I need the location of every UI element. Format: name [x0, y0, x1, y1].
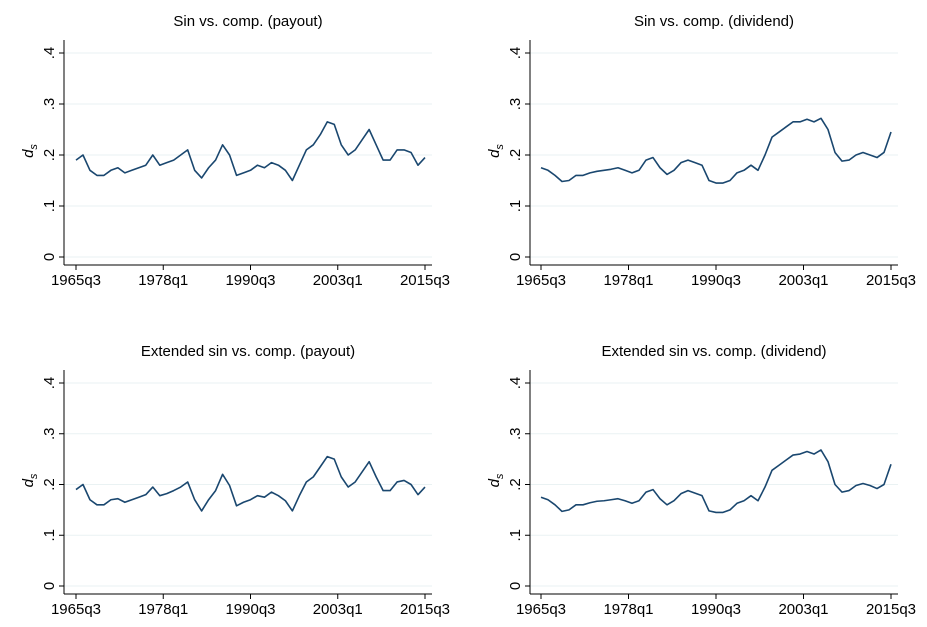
x-tick-label: 1978q1	[603, 272, 653, 289]
y-axis-label-base: d	[486, 149, 503, 158]
y-axis-label-sub: s	[494, 144, 506, 150]
panel-title: Sin vs. comp. (dividend)	[634, 13, 794, 30]
y-axis-label-base: d	[20, 478, 37, 487]
y-tick-label: .2	[41, 149, 58, 162]
series-line	[75, 121, 426, 182]
x-tick-label: 1990q3	[225, 601, 275, 618]
x-tick-label: 1965q3	[516, 601, 566, 618]
y-axis-label-base: d	[486, 478, 503, 487]
x-tick-label: 1978q1	[603, 601, 653, 618]
x-tick-label: 1978q1	[138, 601, 188, 618]
x-tick-label: 1965q3	[516, 272, 566, 289]
x-tick-label: 2003q1	[778, 272, 828, 289]
panel-title: Extended sin vs. comp. (dividend)	[601, 343, 826, 360]
y-tick-label: .3	[41, 427, 58, 440]
y-tick-label: .1	[41, 529, 58, 542]
panel: Sin vs. comp. (payout) 0 .1 .2 .3 .4 1965q3 197…	[20, 13, 450, 289]
panel-title: Sin vs. comp. (payout)	[173, 13, 322, 30]
y-tick-label: .4	[41, 377, 58, 390]
x-tick-label: 2015q3	[400, 601, 450, 618]
x-tick-label: 1990q3	[225, 272, 275, 289]
y-tick-label: .1	[507, 200, 524, 213]
y-tick-label: .4	[41, 47, 58, 60]
y-axis-label: ds	[486, 144, 506, 158]
y-tick-label: .2	[507, 149, 524, 162]
y-tick-label: .4	[507, 377, 524, 390]
x-tick-label: 1990q3	[691, 601, 741, 618]
x-tick-label: 1965q3	[51, 272, 101, 289]
series-line	[540, 449, 892, 514]
panel: Sin vs. comp. (dividend) 0 .1 .2 .3 .4 1965q3 1…	[486, 13, 916, 289]
y-tick-label: .3	[507, 98, 524, 111]
y-tick-label: 0	[41, 253, 58, 261]
y-tick-label: .1	[507, 529, 524, 542]
x-tick-label: 2015q3	[400, 272, 450, 289]
y-tick-label: 0	[507, 253, 524, 261]
y-tick-label: .1	[41, 200, 58, 213]
y-tick-label: .4	[507, 47, 524, 60]
y-axis-label-sub: s	[28, 473, 40, 479]
x-tick-label: 2003q1	[778, 601, 828, 618]
x-tick-label: 1965q3	[51, 601, 101, 618]
series-line	[75, 455, 426, 512]
y-axis-label-sub: s	[28, 144, 40, 150]
y-tick-label: .3	[41, 98, 58, 111]
y-tick-label: .3	[507, 427, 524, 440]
x-tick-label: 2003q1	[313, 601, 363, 618]
y-axis-label: ds	[20, 144, 40, 158]
x-tick-label: 2015q3	[866, 601, 916, 618]
y-axis-label-base: d	[20, 149, 37, 158]
panel: Extended sin vs. comp. (payout) 0 .1 .2 .3 .4…	[20, 343, 450, 618]
y-axis-label: ds	[20, 473, 40, 487]
y-tick-label: 0	[507, 582, 524, 590]
y-tick-label: .2	[41, 478, 58, 491]
panel: Extended sin vs. comp. (dividend) 0 .1 .2 .3…	[486, 343, 916, 618]
y-tick-label: 0	[41, 582, 58, 590]
panel-title: Extended sin vs. comp. (payout)	[141, 343, 355, 360]
x-tick-label: 2015q3	[866, 272, 916, 289]
series-line	[540, 117, 892, 184]
x-tick-label: 2003q1	[313, 272, 363, 289]
y-axis-label: ds	[486, 473, 506, 487]
y-tick-label: .2	[507, 478, 524, 491]
y-axis-label-sub: s	[494, 473, 506, 479]
x-tick-label: 1990q3	[691, 272, 741, 289]
x-tick-label: 1978q1	[138, 272, 188, 289]
